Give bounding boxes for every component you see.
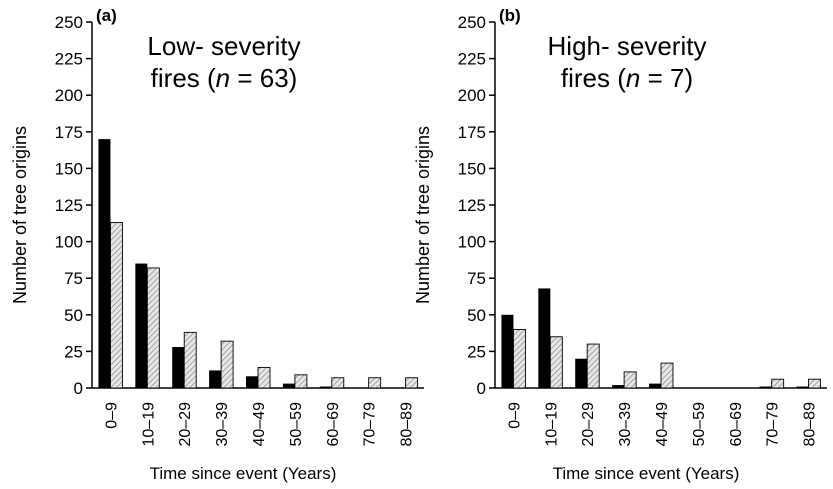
- x-axis-title: Time since event (Years): [150, 464, 337, 483]
- title-post: = 63): [230, 63, 297, 93]
- bar-solid-6: [319, 386, 332, 388]
- bar-hatched-8: [808, 378, 822, 389]
- chart-title-line2: fires (n = 7): [561, 63, 693, 93]
- x-tick-label: 20–29: [177, 402, 194, 447]
- y-tick-label: 225: [458, 50, 486, 69]
- bar-hatched-2: [586, 343, 600, 389]
- y-tick-label: 100: [55, 233, 83, 252]
- title-n: n: [216, 63, 230, 93]
- y-tick-label: 200: [458, 86, 486, 105]
- title-n: n: [626, 63, 640, 93]
- bar-hatched-0: [109, 222, 123, 389]
- x-tick-label: 70–79: [765, 402, 782, 447]
- y-tick-label: 25: [467, 342, 486, 361]
- bar-hatched-7: [771, 378, 785, 389]
- x-tick-label: 60–69: [728, 402, 745, 447]
- bar-solid-3: [209, 370, 222, 388]
- y-tick-label: 100: [458, 233, 486, 252]
- bar-solid-0: [501, 314, 514, 388]
- y-tick-label: 150: [55, 159, 83, 178]
- bar-hatched-6: [331, 377, 345, 389]
- x-tick-label: 50–59: [691, 402, 708, 447]
- y-tick-label: 225: [55, 50, 83, 69]
- x-tick-label: 30–39: [617, 402, 634, 447]
- y-tick-label: 150: [458, 159, 486, 178]
- bar-hatched-4: [257, 367, 271, 389]
- y-tick-label: 75: [64, 269, 83, 288]
- y-tick-label: 50: [467, 306, 486, 325]
- bar-hatched-3: [220, 340, 234, 389]
- x-tick-label: 40–49: [251, 402, 268, 447]
- y-tick-label: 175: [458, 123, 486, 142]
- y-tick-label: 250: [55, 13, 83, 32]
- x-tick-label: 10–19: [140, 402, 157, 447]
- bar-solid-2: [172, 347, 185, 388]
- bar-solid-8: [796, 386, 809, 388]
- x-tick-label: 80–89: [399, 402, 416, 447]
- title-pre: fires (: [151, 63, 216, 93]
- bar-solid-3: [612, 385, 625, 388]
- y-tick-label: 175: [55, 123, 83, 142]
- x-tick-label: 0–9: [506, 402, 523, 429]
- x-tick-label: 70–79: [362, 402, 379, 447]
- chart-title-line2: fires (n = 63): [151, 63, 298, 93]
- chart-title-line1: High- severity: [548, 31, 707, 61]
- y-tick-label: 200: [55, 86, 83, 105]
- title-pre: fires (: [561, 63, 626, 93]
- y-tick-label: 75: [467, 269, 486, 288]
- bar-hatched-4: [660, 362, 674, 389]
- bar-solid-7: [759, 386, 772, 388]
- bar-hatched-8: [405, 377, 419, 389]
- bar-hatched-1: [549, 336, 563, 389]
- y-tick-label: 25: [64, 342, 83, 361]
- x-tick-label: 10–19: [543, 402, 560, 447]
- x-tick-label: 80–89: [802, 402, 819, 447]
- bar-hatched-5: [294, 374, 308, 389]
- x-tick-label: 50–59: [288, 402, 305, 447]
- panel-label: (a): [96, 6, 117, 25]
- bar-solid-1: [538, 288, 551, 388]
- bar-hatched-0: [512, 328, 526, 389]
- y-axis-title: Number of tree origins: [10, 126, 30, 304]
- panel-b: 0 25 50 75 100 125 150 175 200 225 250 0–9 10–19 20–2…: [413, 6, 827, 483]
- x-tick-label: 60–69: [325, 402, 342, 447]
- bar-hatched-2: [183, 331, 197, 389]
- bar-solid-0: [98, 139, 111, 388]
- bar-solid-2: [575, 358, 588, 388]
- panel-label: (b): [499, 6, 521, 25]
- x-tick-label: 40–49: [654, 402, 671, 447]
- x-tick-label: 20–29: [580, 402, 597, 447]
- bar-solid-4: [649, 383, 661, 388]
- bar-solid-4: [246, 376, 258, 388]
- bar-solid-1: [135, 263, 148, 388]
- bar-hatched-1: [146, 267, 160, 389]
- panel-a: 0 25 50 75 100 125 150 175 200 225 250 0–9 10–19 20–2…: [10, 6, 424, 483]
- x-tick-label: 30–39: [214, 402, 231, 447]
- y-tick-label: 125: [55, 196, 83, 215]
- y-tick-label: 0: [477, 379, 486, 398]
- x-axis-title: Time since event (Years): [553, 464, 740, 483]
- x-tick-label: 0–9: [103, 402, 120, 429]
- y-axis-title: Number of tree origins: [413, 126, 433, 304]
- bar-hatched-3: [623, 371, 637, 389]
- title-post: = 7): [640, 63, 693, 93]
- bar-hatched-7: [368, 377, 382, 389]
- y-tick-label: 125: [458, 196, 486, 215]
- y-tick-label: 50: [64, 306, 83, 325]
- y-tick-label: 0: [74, 379, 83, 398]
- bar-solid-5: [282, 383, 295, 388]
- y-tick-label: 250: [458, 13, 486, 32]
- chart-title-line1: Low- severity: [147, 31, 300, 61]
